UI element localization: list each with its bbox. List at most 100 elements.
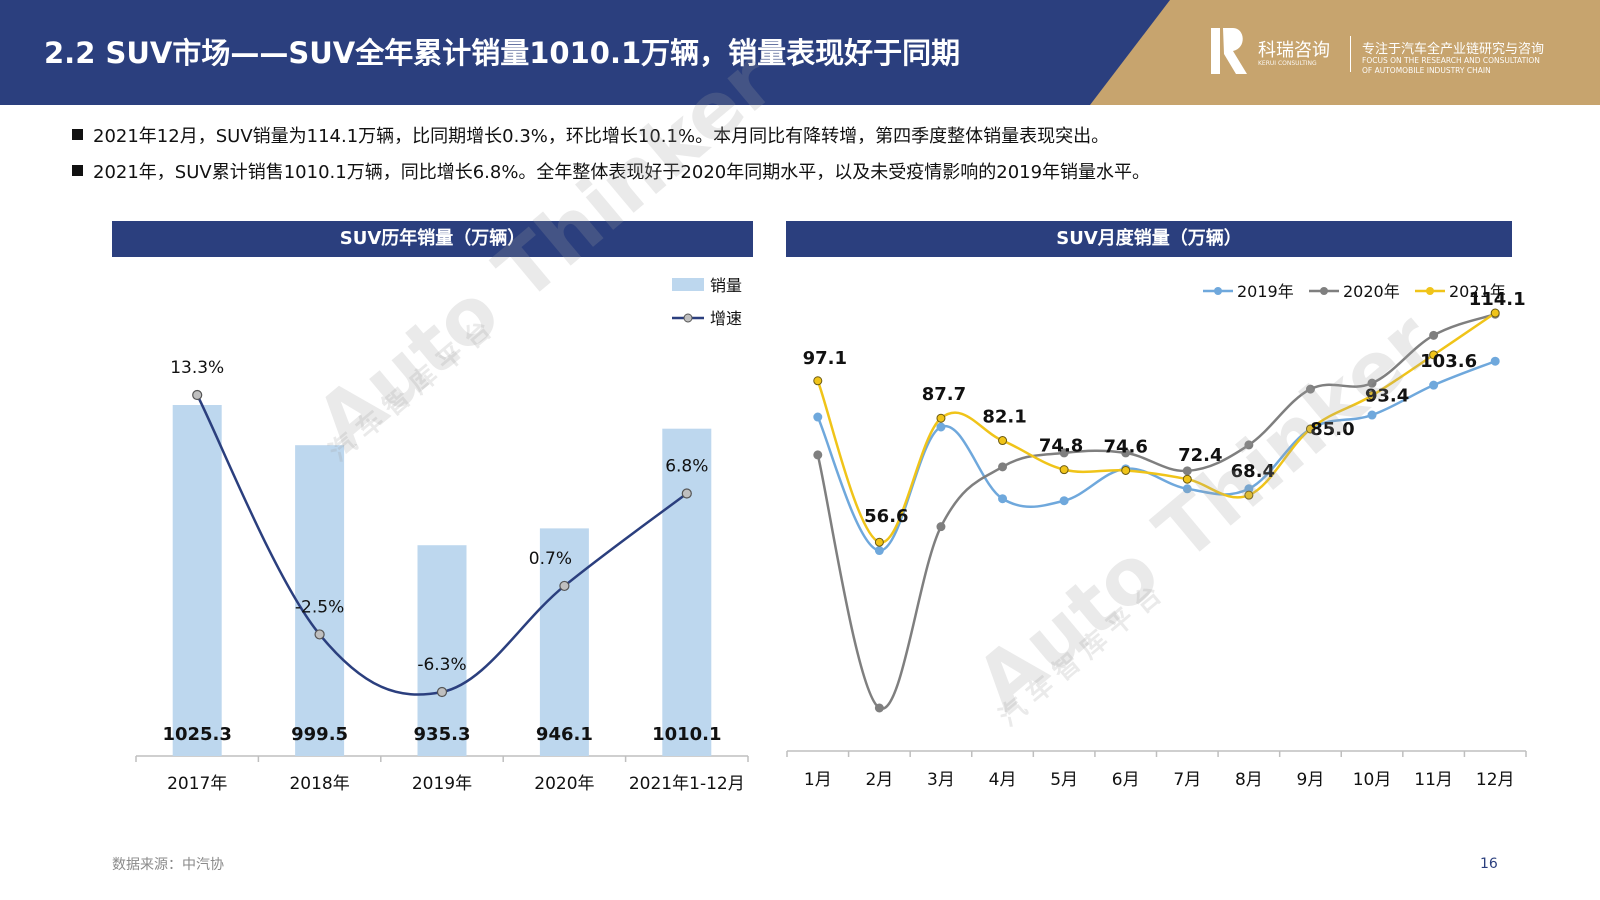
- annual-sales-chart: 1025.3 2017年 999.5 2018年 935.3 2019年 946.1 2020…: [135, 276, 749, 794]
- growth-value-label: -6.3%: [417, 655, 466, 675]
- series-point: [1367, 378, 1377, 388]
- growth-value-label: 13.3%: [170, 358, 224, 378]
- data-label-2021: 82.1: [982, 407, 1026, 428]
- bar: [295, 445, 345, 756]
- series-point: [936, 422, 946, 432]
- series-point: [813, 450, 823, 460]
- series-point: [1121, 465, 1131, 475]
- bullet-2: 2021年，SUV累计销售1010.1万辆，同比增长6.8%。全年整体表现好于2…: [72, 158, 1150, 184]
- series-point: [1182, 484, 1192, 494]
- series-point: [1182, 466, 1192, 476]
- growth-point: [681, 488, 692, 499]
- series-point: [874, 537, 884, 547]
- tagline-en: FOCUS ON THE RESEARCH AND CONSULTATION O…: [1362, 56, 1540, 75]
- x-tick-label: 6月: [1112, 770, 1140, 790]
- series-point: [1429, 350, 1439, 360]
- x-tick-label: 2018年: [289, 774, 349, 794]
- x-tick-label: 9月: [1297, 770, 1325, 790]
- data-source: 数据来源：中汽协: [112, 857, 224, 873]
- bullet-1: 2021年12月，SUV销量为114.1万辆，比同期增长0.3%，环比增长10.…: [72, 122, 1109, 148]
- header-brand-band: [1090, 0, 1600, 105]
- series-point: [874, 703, 884, 713]
- growth-point: [192, 389, 203, 401]
- page-title: 2.2 SUV市场——SUV全年累计销量1010.1万辆，销量表现好于同期: [44, 36, 961, 70]
- growth-line: [196, 394, 688, 696]
- legend-marker: [1214, 287, 1222, 295]
- series-point: [1429, 330, 1439, 340]
- series-point: [1429, 380, 1439, 390]
- x-tick-label: 1月: [804, 770, 832, 790]
- series-point: [1490, 308, 1500, 318]
- logo-divider: [1350, 36, 1351, 72]
- x-tick-label: 2月: [865, 770, 893, 790]
- bar: [662, 428, 712, 756]
- series-line-2020年: [816, 313, 1496, 710]
- x-tick-label: 2021年1-12月: [629, 774, 745, 794]
- bar: [539, 528, 589, 756]
- series-point: [1305, 384, 1315, 394]
- x-tick-label: 3月: [927, 770, 955, 790]
- growth-point: [436, 686, 448, 698]
- series-point: [998, 462, 1008, 472]
- series-point: [998, 494, 1008, 504]
- logo-en: KERUI CONSULTING: [1258, 60, 1317, 67]
- bar: [172, 405, 222, 756]
- left-chart-title: SUV历年销量（万辆）: [112, 221, 753, 257]
- right-chart-title: SUV月度销量（万辆）: [786, 221, 1512, 257]
- bar-value-label: 999.5: [291, 724, 348, 745]
- growth-value-label: 6.8%: [665, 456, 708, 476]
- bar-value-label: 1025.3: [162, 724, 231, 745]
- x-tick-label: 12月: [1476, 770, 1515, 790]
- x-tick-label: 5月: [1050, 770, 1078, 790]
- series-point: [1059, 465, 1069, 475]
- series-point: [1305, 424, 1315, 434]
- bullet-square-icon: [72, 165, 83, 176]
- series-point: [936, 522, 946, 532]
- data-label-2021: 74.6: [1103, 436, 1147, 457]
- bullet-1-text: 2021年12月，SUV销量为114.1万辆，比同期增长0.3%，环比增长10.…: [93, 126, 1110, 147]
- data-label-2021: 87.7: [922, 384, 966, 405]
- series-point: [1490, 356, 1500, 366]
- series-point: [1059, 496, 1069, 506]
- data-label-2021: 114.1: [1469, 289, 1526, 310]
- data-label-2021: 68.4: [1231, 461, 1275, 482]
- bar-value-label: 935.3: [414, 724, 471, 745]
- growth-value-label: 0.7%: [529, 549, 572, 569]
- bullet-2-text: 2021年，SUV累计销售1010.1万辆，同比增长6.8%。全年整体表现好于2…: [93, 162, 1151, 183]
- series-point: [998, 436, 1008, 446]
- series-line-2021年: [816, 311, 1496, 544]
- bar: [417, 545, 467, 756]
- series-point: [813, 412, 823, 422]
- legend-marker: [1320, 287, 1328, 295]
- data-label-2021: 97.1: [803, 348, 847, 369]
- legend-line-marker: [683, 313, 693, 323]
- growth-point: [314, 629, 325, 640]
- x-tick-label: 7月: [1173, 770, 1201, 790]
- data-label-2021: 93.4: [1365, 386, 1409, 407]
- series-point: [874, 546, 884, 556]
- data-label-2021: 85.0: [1310, 419, 1354, 440]
- series-point: [813, 376, 823, 386]
- legend-label: 2020年: [1343, 282, 1400, 301]
- kerui-logo-icon: [1211, 28, 1247, 74]
- legend-bar-label: 销量: [710, 276, 742, 295]
- bar-value-label: 1010.1: [652, 724, 721, 745]
- growth-point: [559, 580, 570, 592]
- series-point: [1121, 448, 1131, 458]
- x-tick-label: 10月: [1353, 770, 1392, 790]
- legend-bar-swatch: [672, 278, 704, 291]
- series-point: [1182, 474, 1192, 484]
- bar-value-label: 946.1: [536, 724, 593, 745]
- monthly-sales-chart: 1月 2月 3月 4月 5月 6月 7月 8月 9月 10月 11月 12月 97.1 56.6 87.7 8…: [786, 282, 1527, 790]
- data-label-2021: 74.8: [1039, 436, 1083, 457]
- data-label-2021: 72.4: [1178, 445, 1222, 466]
- data-label-2021: 56.6: [864, 506, 908, 527]
- growth-value-label: -2.5%: [295, 597, 344, 617]
- tagline-cn: 专注于汽车全产业链研究与咨询: [1362, 42, 1545, 57]
- legend-line-label: 增速: [710, 309, 742, 328]
- bullet-square-icon: [72, 129, 83, 140]
- series-point: [1244, 440, 1254, 450]
- series-point: [1367, 391, 1377, 401]
- data-label-2021: 103.6: [1420, 351, 1477, 372]
